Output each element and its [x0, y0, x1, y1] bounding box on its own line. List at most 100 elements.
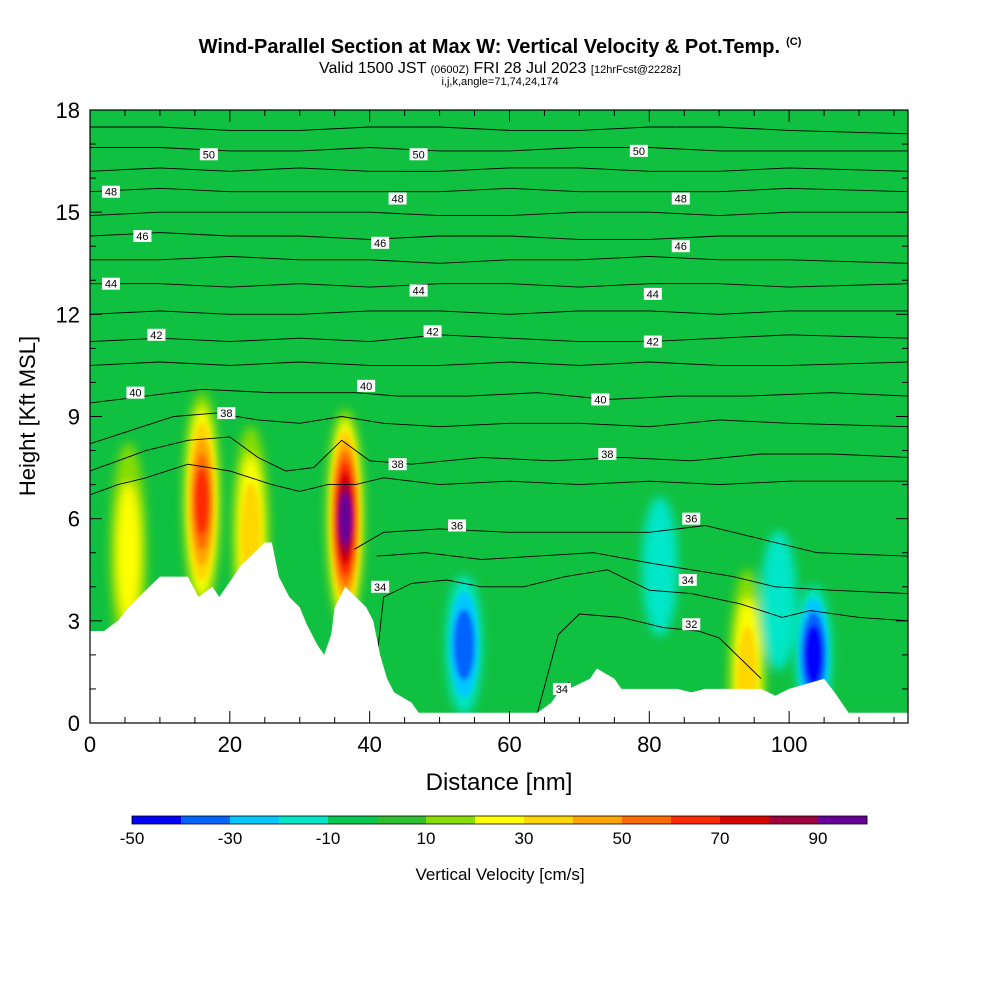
contour-label-box [591, 393, 610, 406]
colorbar-swatch [279, 816, 329, 824]
colorbar-tick-label: -30 [218, 829, 243, 848]
y-tick-label: 12 [56, 302, 80, 327]
colorbar-swatch [426, 816, 476, 824]
contour-label-box [388, 192, 407, 205]
contour-label-text: 48 [105, 187, 117, 199]
title-main: Wind-Parallel Section at Max W: Vertical… [198, 36, 781, 58]
contour-label-42: 42 [423, 325, 442, 338]
colorbar [131, 815, 868, 825]
contour-label-38: 38 [388, 458, 407, 471]
isentrope-36 [354, 525, 908, 557]
contour-label-text: 34 [374, 582, 386, 594]
contour-label-text: 48 [675, 194, 687, 206]
colorbar-swatch [230, 816, 280, 824]
contour-label-44: 44 [101, 277, 120, 291]
downdraft-band [804, 624, 823, 685]
contour-label-box [598, 447, 617, 460]
y-tick-label: 9 [68, 405, 80, 430]
contour-label-box [101, 277, 120, 290]
isentrope-32 [537, 613, 762, 713]
contour-label-36: 36 [448, 519, 467, 532]
contour-label-box [671, 192, 690, 205]
y-tick-label: 15 [56, 200, 80, 225]
contour-label-42: 42 [147, 328, 166, 342]
x-axis-label: Distance [nm] [426, 769, 573, 796]
downdraft-band [641, 496, 678, 637]
contour-label-32: 32 [682, 618, 701, 631]
contour-label-box [682, 512, 701, 525]
x-tick-label: 0 [84, 732, 96, 757]
contour-label-box [217, 407, 236, 420]
contour-label-box [357, 379, 376, 392]
y-tick-label: 18 [56, 98, 80, 123]
isentrope-47 [90, 211, 908, 217]
contour-label-text: 40 [129, 388, 141, 400]
isentrope-39 [90, 412, 908, 445]
contour-label-box [678, 573, 697, 586]
chart-subtitle: Valid 1500 JST (0600Z) FRI 28 Jul 2023 [… [0, 60, 1000, 78]
contour-label-box [671, 240, 690, 253]
contour-label-34: 34 [678, 573, 697, 587]
contour-label-text: 42 [426, 326, 438, 338]
contour-label-44: 44 [643, 287, 662, 301]
contour-label-48: 48 [101, 185, 120, 199]
field-core [188, 422, 829, 723]
colorbar-swatch [475, 816, 525, 824]
isentrope-41 [90, 361, 908, 366]
isentrope-42 [90, 334, 908, 343]
colorbar-swatch [573, 816, 623, 824]
colorbar-swatch [622, 816, 672, 824]
contour-label-text: 36 [451, 520, 463, 532]
isentrope-40 [90, 388, 908, 404]
colorbar-swatch [181, 816, 231, 824]
contour-label-box [423, 325, 442, 338]
updraft-band [338, 492, 352, 545]
x-tick-label: 40 [357, 732, 381, 757]
contour-label-box [388, 458, 407, 471]
plot-frame [89, 109, 909, 724]
terrain-mask [90, 542, 908, 723]
colorbar-frame [131, 815, 868, 825]
contour-label-text: 42 [647, 337, 659, 349]
contour-label-48: 48 [671, 192, 690, 206]
isentrope-51 [90, 126, 908, 135]
colorbar-swatch [524, 816, 574, 824]
contour-label-box [147, 328, 166, 341]
contour-label-text: 50 [633, 146, 645, 158]
contour-label-38: 38 [217, 407, 236, 420]
colorbar-tick-labels: -50 -30 -10 10 30 50 70 90 [120, 829, 828, 848]
isentrope-46 [90, 232, 908, 240]
colorbar-tick-label: -50 [120, 829, 145, 848]
colorbar-swatch [818, 816, 868, 824]
isentrope-44 [90, 283, 908, 288]
contour-label-text: 44 [412, 285, 424, 297]
contour-label-box [643, 287, 662, 300]
y-tick-label: 6 [68, 507, 80, 532]
valid-utc: (0600Z) [430, 64, 470, 76]
contour-label-text: 40 [594, 394, 606, 406]
chart-indices: i,j,k,angle=71,74,24,174 [441, 76, 559, 88]
contour-label-50: 50 [409, 148, 428, 161]
contour-label-box [409, 284, 428, 297]
contour-label-box [371, 580, 390, 593]
isentrope-45 [90, 255, 908, 264]
colorbar-tick-label: 70 [711, 829, 730, 848]
contour-label-40: 40 [591, 393, 610, 406]
contour-label-text: 38 [391, 459, 403, 471]
contour-label-box [409, 148, 428, 161]
isentrope-50 [90, 147, 908, 152]
contour-label-box [682, 618, 701, 631]
contour-label-40: 40 [126, 386, 145, 400]
y-tick-label: 3 [68, 609, 80, 634]
chart-title: Wind-Parallel Section at Max W: Vertical… [0, 36, 1000, 59]
contour-label-text: 46 [675, 241, 687, 253]
valid-date: FRI 28 Jul 2023 [473, 60, 587, 77]
contour-label-36: 36 [682, 512, 701, 526]
contour-label-text: 36 [685, 514, 697, 526]
contour-label-box [629, 144, 648, 157]
isentrope-38 [90, 436, 908, 472]
contour-label-48: 48 [388, 192, 407, 206]
colorbar-tick-label: 50 [613, 829, 632, 848]
contour-label-44: 44 [409, 284, 428, 297]
